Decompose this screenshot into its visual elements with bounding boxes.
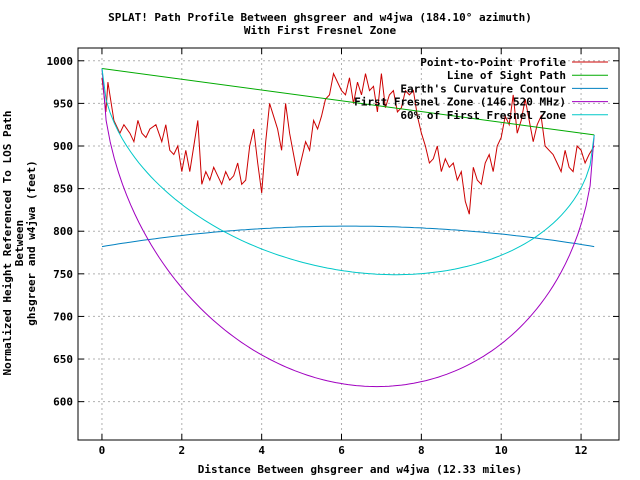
y-tick-label: 750 [53, 268, 73, 281]
series-line-2 [101, 68, 595, 136]
series-line-4 [101, 68, 595, 388]
y-tick-label: 1000 [47, 55, 74, 68]
x-tick-label: 10 [495, 444, 508, 457]
x-tick-label: 8 [418, 444, 425, 457]
x-tick-label: 4 [258, 444, 265, 457]
series-line-1 [101, 71, 595, 215]
legend-label: First Fresnel Zone (146.520 MHz) [354, 96, 566, 109]
x-tick-label: 2 [178, 444, 185, 457]
x-tick-label: 12 [574, 444, 587, 457]
legend-label: Earth's Curvature Contour [400, 82, 566, 95]
y-axis-label: Normalized Height Referenced To LOS Path… [1, 93, 38, 393]
y-tick-label: 700 [53, 310, 73, 323]
plot-frame [77, 47, 620, 441]
legend-label: Point-to-Point Profile [420, 56, 566, 69]
y-tick-label: 950 [53, 97, 73, 110]
x-tick-label: 0 [99, 444, 106, 457]
y-tick-label: 800 [53, 225, 73, 238]
series-line-3 [101, 225, 595, 248]
chart-subtitle: With First Fresnel Zone [243, 24, 397, 37]
x-axis-label: Distance Between ghsgreer and w4jwa (12.… [197, 463, 523, 476]
legend-label: Line of Sight Path [447, 69, 566, 82]
y-tick-label: 850 [53, 183, 73, 196]
y-tick-label: 650 [53, 353, 73, 366]
series-line-5 [101, 68, 595, 276]
legend-label: 60% of First Fresnel Zone [400, 109, 566, 122]
y-tick-label: 900 [53, 140, 73, 153]
y-axis-label-line2: ghsgreer and w4jwa (feet) [25, 160, 38, 326]
y-tick-label: 600 [53, 396, 73, 409]
y-axis-label-line1: Normalized Height Referenced To LOS Path… [1, 110, 26, 376]
x-tick-label: 6 [338, 444, 345, 457]
chart-title: SPLAT! Path Profile Between ghsgreer and… [108, 11, 532, 24]
